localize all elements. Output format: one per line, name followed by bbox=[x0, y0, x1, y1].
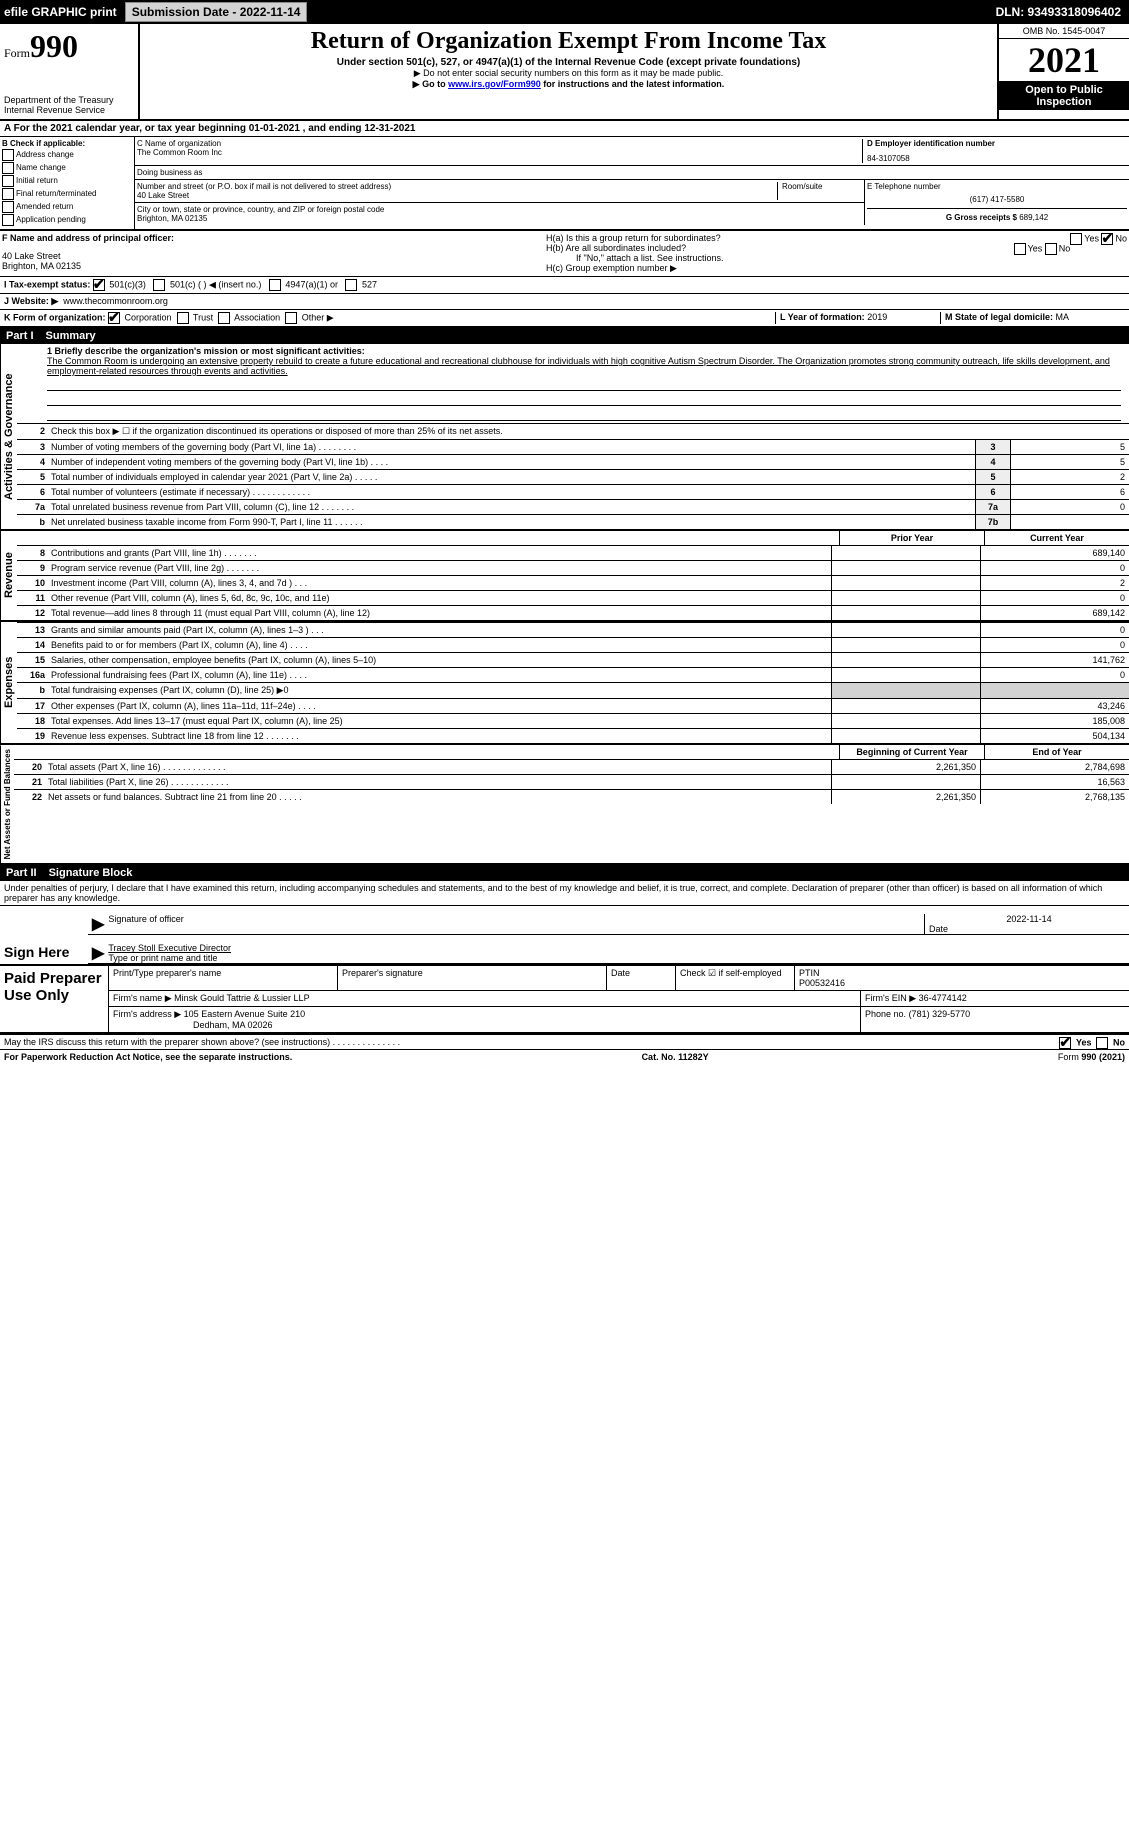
hc-label: H(c) Group exemption number ▶ bbox=[546, 263, 1127, 274]
omb-number: OMB No. 1545-0047 bbox=[999, 24, 1129, 39]
row-a-period: A For the 2021 calendar year, or tax yea… bbox=[0, 121, 1129, 137]
form-label: Form bbox=[4, 46, 30, 60]
discuss-row: May the IRS discuss this return with the… bbox=[0, 1034, 1129, 1050]
website-value: www.thecommonroom.org bbox=[63, 296, 168, 306]
form-number: 990 bbox=[30, 28, 78, 64]
c-label: C Name of organization bbox=[137, 139, 862, 148]
dept-label: Department of the Treasury Internal Reve… bbox=[4, 95, 134, 115]
efile-label: efile GRAPHIC print bbox=[0, 5, 121, 19]
org-name: The Common Room Inc bbox=[137, 148, 862, 157]
tax-year: 2021 bbox=[999, 39, 1129, 82]
city-value: Brighton, MA 02135 bbox=[137, 214, 862, 223]
g-label: G Gross receipts $ bbox=[946, 213, 1017, 222]
goto-post: for instructions and the latest informat… bbox=[541, 79, 725, 89]
declaration: Under penalties of perjury, I declare th… bbox=[0, 881, 1129, 906]
form-subtitle: Under section 501(c), 527, or 4947(a)(1)… bbox=[148, 57, 989, 68]
expenses-label: Expenses bbox=[0, 622, 17, 743]
f-label: F Name and address of principal officer: bbox=[2, 233, 542, 243]
check-application-pending[interactable]: Application pending bbox=[2, 214, 132, 226]
dba-label: Doing business as bbox=[135, 166, 1129, 180]
line1-label: 1 Briefly describe the organization's mi… bbox=[47, 346, 365, 356]
open-public-badge: Open to Public Inspection bbox=[999, 82, 1129, 110]
check-name-change[interactable]: Name change bbox=[2, 162, 132, 174]
check-amended-return[interactable]: Amended return bbox=[2, 201, 132, 213]
street-address: 40 Lake Street bbox=[137, 191, 777, 200]
room-suite-label: Room/suite bbox=[777, 182, 862, 200]
d-label: D Employer identification number bbox=[867, 139, 1127, 148]
sig-officer-label: Signature of officer bbox=[108, 914, 924, 934]
city-label: City or town, state or province, country… bbox=[137, 205, 862, 214]
sign-here-label: Sign Here bbox=[0, 940, 88, 964]
form-title: Return of Organization Exempt From Incom… bbox=[148, 28, 989, 55]
check-final-return[interactable]: Final return/terminated bbox=[2, 188, 132, 200]
part2-header: Part IISignature Block bbox=[0, 865, 1129, 881]
col-b-heading: B Check if applicable: bbox=[2, 139, 132, 148]
addr-label: Number and street (or P.O. box if mail i… bbox=[137, 182, 777, 191]
line2: Check this box ▶ ☐ if the organization d… bbox=[49, 424, 1129, 439]
gross-receipts: 689,142 bbox=[1019, 213, 1048, 222]
check-initial-return[interactable]: Initial return bbox=[2, 175, 132, 187]
revenue-label: Revenue bbox=[0, 531, 17, 620]
form-header: Form990 Department of the Treasury Inter… bbox=[0, 24, 1129, 121]
hb-label: H(b) Are all subordinates included? bbox=[546, 243, 686, 253]
dln-label: DLN: 93493318096402 bbox=[996, 5, 1129, 19]
submission-date-button[interactable]: Submission Date - 2022-11-14 bbox=[125, 2, 308, 22]
governance-label: Activities & Governance bbox=[0, 344, 17, 529]
irs-link[interactable]: www.irs.gov/Form990 bbox=[448, 79, 541, 89]
officer-addr2: Brighton, MA 02135 bbox=[2, 261, 542, 271]
check-address-change[interactable]: Address change bbox=[2, 149, 132, 161]
row-i: I Tax-exempt status: 501(c)(3) 501(c) ( … bbox=[0, 276, 1129, 293]
officer-name: Tracey Stoll Executive Director bbox=[108, 943, 231, 953]
ein-value: 84-3107058 bbox=[867, 148, 1127, 163]
phone-value: (617) 417-5580 bbox=[867, 191, 1127, 208]
row-klm: K Form of organization: Corporation Trus… bbox=[0, 309, 1129, 328]
goto-pre: ▶ Go to bbox=[413, 79, 448, 89]
netassets-label: Net Assets or Fund Balances bbox=[0, 745, 14, 863]
part1-header: Part ISummary bbox=[0, 328, 1129, 344]
e-label: E Telephone number bbox=[867, 182, 1127, 191]
top-bar: efile GRAPHIC print Submission Date - 20… bbox=[0, 0, 1129, 24]
row-j: J Website: ▶ www.thecommonroom.org bbox=[0, 293, 1129, 309]
paid-preparer-label: Paid Preparer Use Only bbox=[0, 966, 109, 1032]
ha-label: H(a) Is this a group return for subordin… bbox=[546, 233, 721, 243]
mission-text: The Common Room is undergoing an extensi… bbox=[47, 356, 1110, 376]
footer: For Paperwork Reduction Act Notice, see … bbox=[0, 1050, 1129, 1064]
ssn-note: ▶ Do not enter social security numbers o… bbox=[148, 68, 989, 79]
officer-addr1: 40 Lake Street bbox=[2, 243, 542, 261]
